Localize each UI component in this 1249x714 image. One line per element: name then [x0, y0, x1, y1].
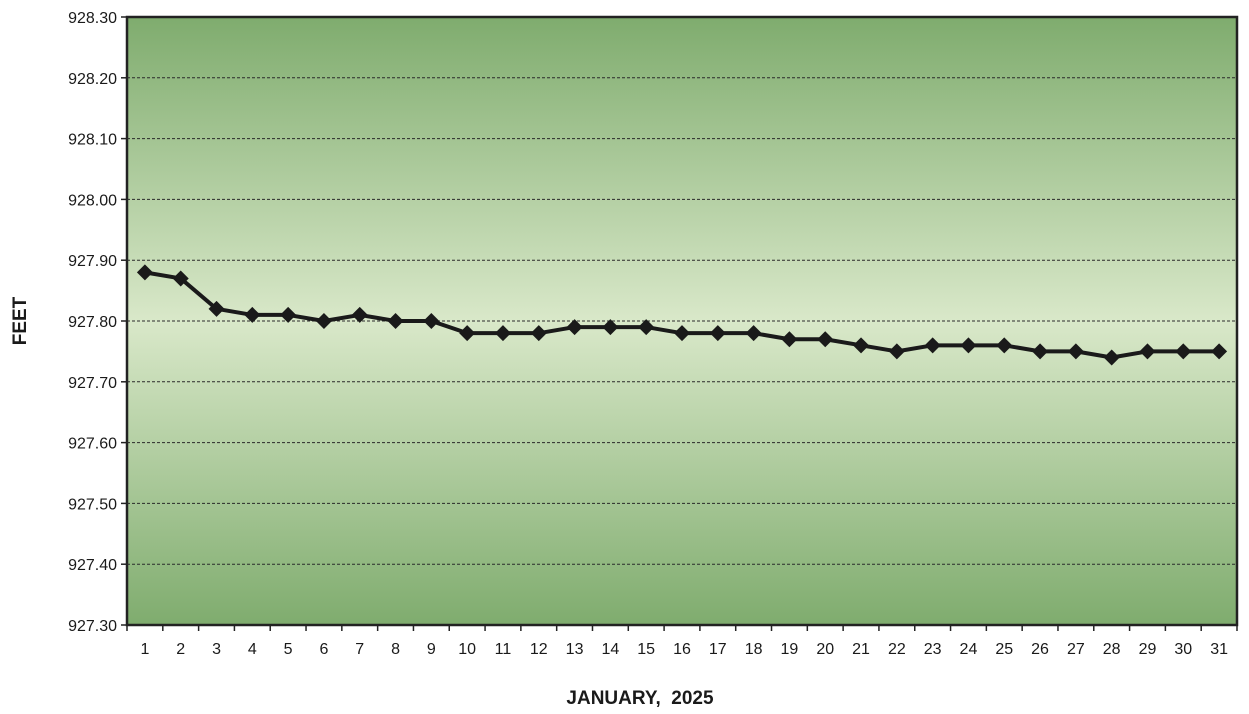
data-point-day-31: [1211, 343, 1228, 360]
data-point-day-13: [566, 319, 583, 336]
x-tick-label-28: 28: [1103, 641, 1121, 658]
data-point-day-19: [781, 331, 798, 348]
data-point-day-6: [315, 313, 332, 329]
x-tick-label-26: 26: [1031, 641, 1049, 658]
y-axis-title: FEET: [10, 296, 31, 345]
y-tick-label-7: 928.00: [68, 192, 117, 209]
x-tick-label-27: 27: [1067, 641, 1085, 658]
x-tick-label-12: 12: [530, 641, 548, 658]
x-tick-label-21: 21: [852, 641, 870, 658]
data-point-day-3: [208, 300, 225, 317]
y-axis: 927.30 927.40 927.50 927.60 927.70 927.80 927.…: [68, 10, 127, 635]
x-tick-label-24: 24: [960, 641, 978, 658]
data-point-day-22: [888, 343, 905, 360]
data-point-day-30: [1175, 343, 1192, 360]
x-tick-label-3: 3: [212, 641, 221, 658]
data-point-day-17: [709, 325, 726, 342]
x-tick-label-18: 18: [745, 641, 763, 658]
y-tick-label-4: 927.70: [68, 375, 117, 392]
data-point-day-9: [423, 313, 440, 329]
x-tick-label-8: 8: [391, 641, 400, 658]
data-point-day-10: [459, 325, 476, 342]
x-tick-label-11: 11: [495, 641, 512, 658]
data-point-day-25: [996, 337, 1013, 354]
x-tick-label-31: 31: [1210, 641, 1228, 658]
data-point-day-20: [817, 331, 834, 348]
data-point-day-27: [1067, 343, 1084, 360]
x-tick-label-16: 16: [673, 641, 691, 658]
data-point-day-5: [280, 306, 297, 323]
data-point-day-4: [244, 306, 261, 323]
x-tick-label-6: 6: [319, 641, 328, 658]
data-point-day-14: [602, 319, 619, 336]
data-point-day-26: [1032, 343, 1049, 360]
x-tick-label-23: 23: [924, 641, 942, 658]
series-layer: [136, 264, 1228, 366]
data-point-day-8: [387, 313, 404, 329]
y-tick-label-8: 928.10: [68, 132, 117, 149]
y-tick-label-2: 927.50: [68, 496, 117, 513]
y-tick-label-5: 927.80: [68, 314, 117, 331]
data-point-day-29: [1139, 343, 1156, 360]
x-tick-label-14: 14: [601, 641, 619, 658]
data-point-day-2: [172, 270, 189, 287]
y-tick-label-1: 927.40: [68, 557, 117, 574]
x-tick-label-2: 2: [176, 641, 185, 658]
data-point-day-12: [530, 325, 547, 342]
data-point-day-16: [674, 325, 690, 342]
x-tick-label-1: 1: [140, 641, 149, 658]
gridlines: [127, 77, 1237, 565]
data-point-day-1: [136, 264, 153, 281]
data-point-day-7: [351, 306, 368, 323]
y-tick-label-6: 927.90: [68, 253, 117, 270]
x-tick-label-30: 30: [1174, 641, 1192, 658]
x-tick-label-19: 19: [781, 641, 799, 658]
data-point-day-15: [638, 319, 655, 336]
y-tick-label-9: 928.20: [68, 71, 117, 88]
x-tick-label-17: 17: [709, 641, 727, 658]
x-tick-label-4: 4: [248, 641, 257, 658]
x-tick-label-10: 10: [458, 641, 476, 658]
x-tick-label-5: 5: [284, 641, 293, 658]
x-tick-label-9: 9: [427, 641, 436, 658]
x-tick-label-22: 22: [888, 641, 906, 658]
x-tick-label-7: 7: [355, 641, 364, 658]
x-tick-label-13: 13: [566, 641, 584, 658]
x-tick-label-15: 15: [637, 641, 655, 658]
data-point-day-21: [853, 337, 870, 354]
data-point-day-28: [1103, 349, 1120, 366]
data-point-day-23: [924, 337, 941, 354]
y-tick-label-0: 927.30: [68, 618, 117, 635]
x-axis: 1 2 3 4 5 6 7 8 9 10 11 12 13 14 15 16 17 18 19 20 21 22 23 24 2…: [126, 625, 1238, 658]
data-point-day-18: [745, 325, 762, 342]
data-point-day-11: [494, 325, 511, 342]
x-tick-label-20: 20: [816, 641, 834, 658]
x-tick-label-25: 25: [995, 641, 1013, 658]
y-tick-label-3: 927.60: [68, 436, 117, 453]
data-point-day-24: [960, 337, 977, 354]
y-tick-label-10: 928.30: [68, 10, 117, 27]
x-tick-label-29: 29: [1139, 641, 1157, 658]
x-axis-title: JANUARY, 2025: [566, 688, 714, 709]
